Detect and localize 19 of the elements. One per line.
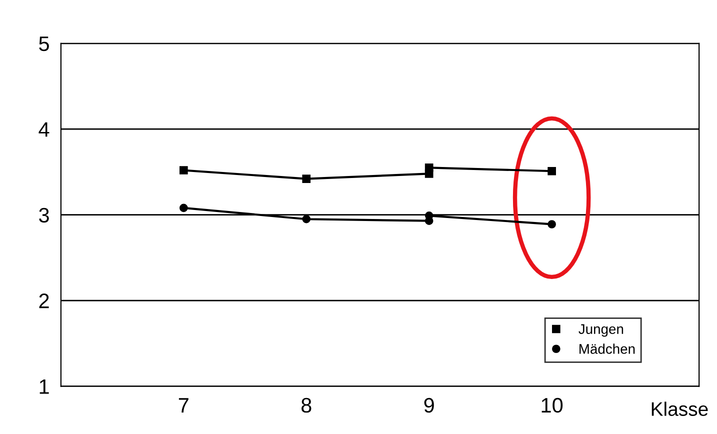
- x-tick-label: 7: [178, 398, 188, 412]
- y-tick-label: 5: [39, 36, 49, 52]
- point: [548, 220, 556, 228]
- point: [179, 204, 188, 212]
- point: [302, 214, 311, 224]
- legend-label: Jungen: [578, 324, 624, 337]
- point: [302, 174, 311, 183]
- y-tick-label: 2: [39, 294, 49, 308]
- y-tick-label: 4: [38, 122, 50, 137]
- x-tick-label: 8: [301, 398, 312, 413]
- y-tick-label: 3: [39, 208, 49, 223]
- x-tick-label: 9: [424, 398, 434, 413]
- x-tick-label: 10: [542, 398, 563, 413]
- x-axis-title: Klasse: [652, 402, 708, 416]
- point: [424, 164, 434, 172]
- point: [179, 166, 188, 174]
- legend-label: Mädchen: [580, 344, 635, 354]
- point: [548, 166, 556, 176]
- y-tick-label: 1: [40, 379, 49, 394]
